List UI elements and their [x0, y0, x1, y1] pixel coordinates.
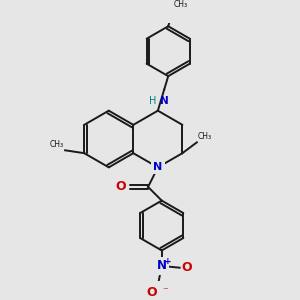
Text: CH₃: CH₃	[174, 0, 188, 9]
Text: ⁻: ⁻	[162, 286, 168, 296]
Text: CH₃: CH₃	[198, 132, 212, 141]
Text: N: N	[160, 96, 169, 106]
Text: +: +	[164, 257, 172, 266]
Text: O: O	[182, 261, 192, 274]
Text: CH₃: CH₃	[50, 140, 64, 149]
Text: N: N	[157, 260, 167, 272]
Text: N: N	[153, 162, 163, 172]
Text: O: O	[116, 180, 126, 194]
Text: O: O	[146, 286, 157, 299]
Text: H: H	[149, 96, 156, 106]
